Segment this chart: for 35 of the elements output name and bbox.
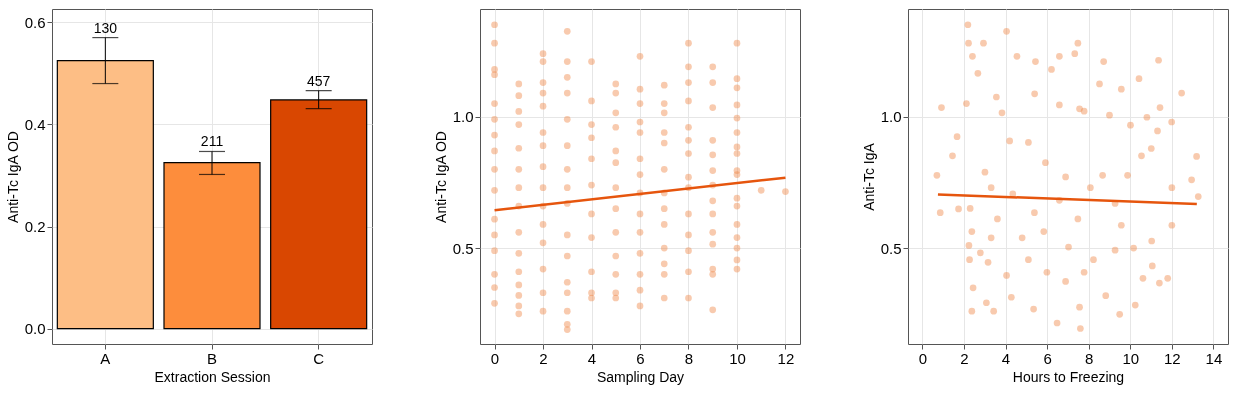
annotation: 130 (93, 19, 118, 36)
x-tick-label: A (100, 349, 111, 367)
y-tick-label: 0.6 (24, 13, 46, 31)
y-tick-label: 1.0 (452, 108, 474, 126)
x-tick-label: 12 (1164, 349, 1181, 367)
x-tick-label: 2 (539, 349, 548, 367)
x-axis-title: Hours to Freezing (1012, 368, 1125, 385)
y-tick-label: 1.0 (880, 108, 902, 126)
y-tick-label: 0.0 (24, 320, 46, 338)
x-tick-label: C (313, 349, 325, 367)
y-tick-label: 0.5 (452, 239, 474, 257)
y-axis-title: Anti-Tc IgA OD (4, 131, 21, 223)
x-axis-title: Extraction Session (154, 368, 271, 385)
x-tick-label: 8 (1085, 349, 1094, 367)
x-tick-label: 0 (918, 349, 928, 367)
x-tick-label: 4 (587, 349, 597, 367)
y-tick-label: 0.2 (24, 218, 46, 236)
x-tick-label: 6 (636, 349, 645, 367)
y-axis-title: Anti-Tc IgA OD (432, 131, 449, 223)
x-tick-label: 10 (1122, 349, 1140, 367)
annotation: 457 (306, 72, 331, 89)
x-tick-label: 4 (1001, 349, 1011, 367)
x-tick-label: 8 (684, 349, 694, 367)
y-tick-label: 0.5 (880, 239, 902, 257)
y-axis-title: Anti-Tc IgA (860, 142, 877, 211)
x-tick-label: 14 (1205, 349, 1223, 367)
x-tick-label: 2 (960, 349, 969, 367)
x-tick-label: 10 (729, 349, 746, 367)
x-tick-label: B (206, 349, 218, 367)
annotation: 211 (200, 133, 224, 150)
x-axis-title: Sampling Day (596, 368, 685, 385)
x-tick-label: 0 (490, 349, 500, 367)
y-tick-label: 0.4 (24, 115, 46, 133)
x-tick-label: 12 (777, 349, 795, 367)
x-tick-label: 6 (1043, 349, 1052, 367)
